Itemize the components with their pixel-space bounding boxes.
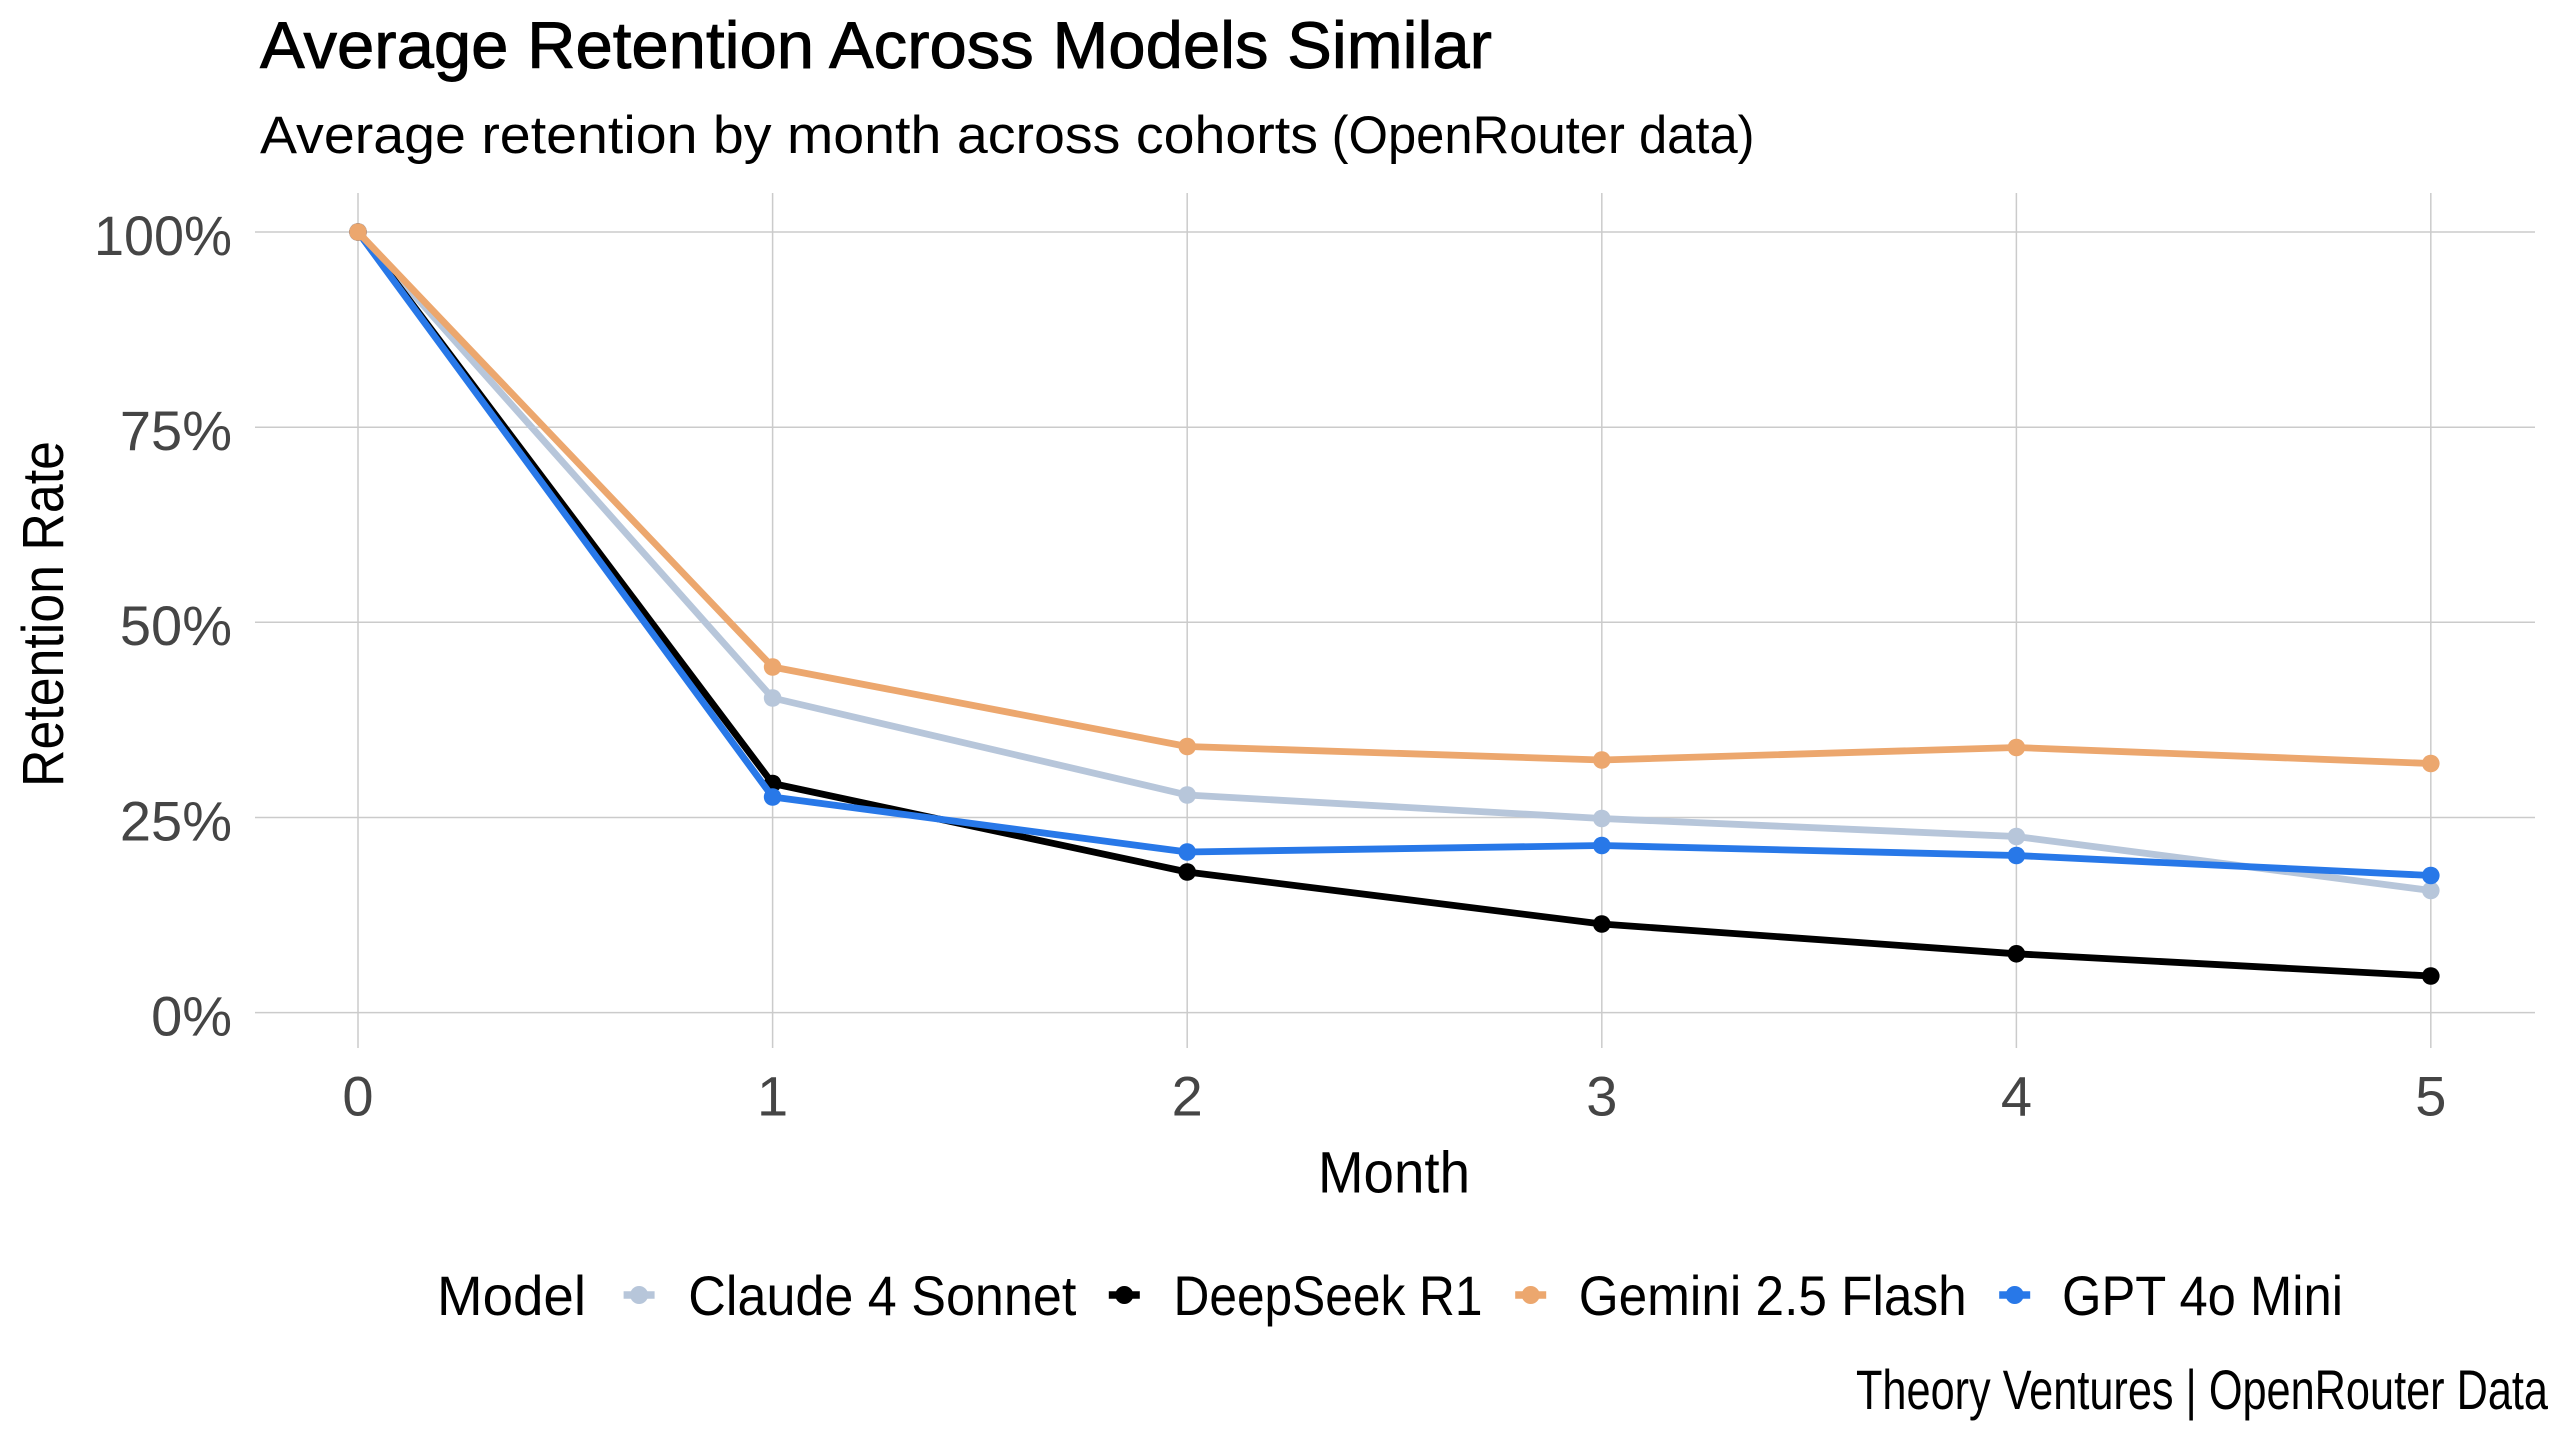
svg-text:2: 2: [1172, 1065, 1203, 1128]
svg-text:50%: 50%: [120, 594, 232, 657]
svg-text:Retention Rate: Retention Rate: [11, 441, 76, 787]
svg-text:GPT 4o Mini: GPT 4o Mini: [2062, 1264, 2343, 1327]
svg-text:Gemini 2.5 Flash: Gemini 2.5 Flash: [1579, 1264, 1967, 1327]
svg-text:DeepSeek R1: DeepSeek R1: [1174, 1264, 1483, 1327]
svg-text:Claude 4 Sonnet: Claude 4 Sonnet: [688, 1264, 1076, 1327]
svg-text:4: 4: [2001, 1065, 2032, 1128]
svg-text:0: 0: [342, 1065, 373, 1128]
svg-text:3: 3: [1586, 1065, 1617, 1128]
svg-text:Model: Model: [437, 1264, 586, 1327]
svg-text:100%: 100%: [94, 204, 232, 267]
svg-text:5: 5: [2415, 1065, 2446, 1128]
svg-text:Month: Month: [1318, 1140, 1470, 1205]
svg-text:25%: 25%: [120, 789, 232, 852]
svg-text:Theory Ventures | OpenRouter D: Theory Ventures | OpenRouter Data: [1856, 1358, 2549, 1421]
svg-text:1: 1: [757, 1065, 788, 1128]
svg-text:(OpenRouter data): (OpenRouter data): [1332, 106, 1755, 165]
svg-text:0%: 0%: [151, 984, 232, 1047]
svg-text:Average Retention Across Model: Average Retention Across Models Similar: [260, 8, 1492, 82]
svg-text:75%: 75%: [120, 399, 232, 462]
svg-text:Average retention by month acr: Average retention by month across cohort…: [260, 106, 1318, 165]
